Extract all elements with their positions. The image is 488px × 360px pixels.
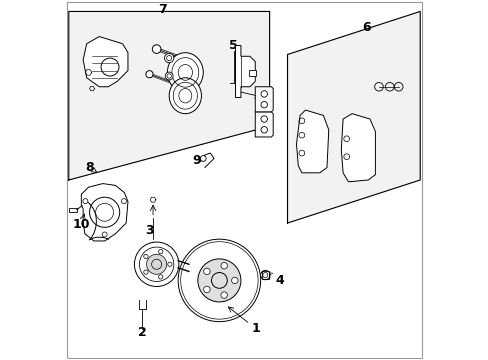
Polygon shape (255, 112, 273, 137)
Polygon shape (81, 184, 128, 241)
Text: 2: 2 (138, 326, 146, 339)
Polygon shape (341, 114, 375, 182)
Circle shape (134, 242, 179, 287)
Circle shape (102, 232, 107, 237)
Polygon shape (255, 87, 273, 112)
Polygon shape (83, 37, 128, 87)
Text: 10: 10 (72, 214, 90, 231)
Text: 6: 6 (362, 21, 370, 34)
Circle shape (146, 254, 166, 274)
Circle shape (165, 72, 173, 80)
Circle shape (121, 199, 126, 204)
Bar (69, 208, 77, 212)
Circle shape (221, 292, 227, 298)
Text: 7: 7 (157, 3, 166, 16)
Circle shape (167, 262, 172, 266)
Circle shape (152, 45, 161, 53)
Circle shape (158, 249, 163, 254)
Circle shape (260, 270, 269, 280)
Circle shape (221, 262, 227, 269)
Ellipse shape (169, 78, 201, 114)
Circle shape (200, 156, 206, 161)
Circle shape (178, 239, 260, 321)
Bar (262, 271, 268, 279)
Circle shape (158, 275, 163, 279)
Circle shape (203, 286, 210, 293)
Circle shape (198, 259, 241, 302)
Text: 8: 8 (85, 161, 97, 174)
Circle shape (143, 254, 148, 258)
Polygon shape (296, 110, 328, 173)
Circle shape (143, 270, 148, 274)
Circle shape (231, 277, 238, 284)
Circle shape (164, 53, 174, 63)
Polygon shape (287, 12, 419, 223)
Text: 1: 1 (228, 307, 260, 335)
Bar (249, 69, 255, 76)
Circle shape (145, 71, 153, 78)
Ellipse shape (167, 53, 203, 92)
Polygon shape (235, 45, 255, 98)
Text: 4: 4 (267, 273, 283, 287)
Text: 9: 9 (192, 154, 203, 167)
Text: 5: 5 (229, 39, 238, 52)
Circle shape (82, 199, 88, 204)
Polygon shape (69, 12, 269, 180)
Text: 3: 3 (145, 224, 153, 237)
Circle shape (203, 268, 210, 275)
